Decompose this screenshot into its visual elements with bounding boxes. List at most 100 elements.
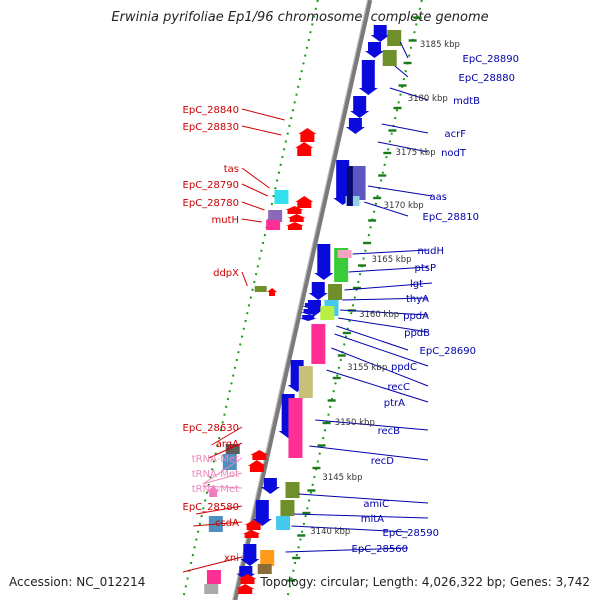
forward-gene-arrow	[285, 222, 304, 230]
trna-gene	[207, 486, 220, 497]
gene-cog-box	[268, 210, 283, 222]
label-leader-line	[298, 493, 429, 504]
backbone-highlight	[232, 0, 369, 600]
gene-cog-box	[204, 584, 219, 594]
reverse-gene-arrow	[300, 309, 319, 315]
scale-label: 3180 kbp	[408, 94, 448, 104]
forward-gene-arrow	[238, 574, 257, 584]
left-gene-label: EpC_28790	[183, 180, 239, 191]
label-leader-line	[241, 125, 282, 136]
forward-gene-arrow	[287, 214, 306, 222]
right-gene-label: ptsP	[414, 263, 436, 274]
reverse-gene-arrow	[299, 315, 318, 321]
reverse-gene-arrow	[314, 244, 334, 280]
right-gene-label: EpC_28890	[463, 54, 519, 65]
label-leader-line	[241, 167, 270, 189]
label-leader-line	[285, 547, 409, 553]
reverse-gene-arrow	[260, 478, 280, 494]
label-leader-line	[241, 218, 262, 223]
scale-label: 3155 kbp	[347, 363, 387, 373]
reverse-gene-arrow	[350, 96, 370, 118]
scale-label: 3170 kbp	[384, 201, 424, 211]
gene-cog-box	[328, 284, 343, 300]
right-gene-label: ppdC	[391, 362, 417, 373]
scale-label: 3150 kbp	[335, 418, 375, 428]
label-leader-line	[202, 472, 243, 485]
left-gene-label: tRNA-Met	[192, 469, 239, 480]
label-leader-line	[381, 123, 429, 134]
accession-text: Accession: NC_012214	[9, 575, 146, 589]
gene-cog-box	[337, 250, 352, 258]
forward-gene-arrow	[267, 288, 278, 296]
gene-cog-box	[351, 166, 366, 200]
label-leader-line	[339, 309, 429, 316]
left-gene-label: ddpX	[213, 268, 239, 279]
label-leader-line	[241, 201, 265, 211]
label-leader-line	[377, 141, 429, 153]
right-gene-label: ppdB	[404, 328, 430, 339]
right-gene-label: aas	[430, 192, 447, 203]
gene-cog-box	[222, 454, 237, 470]
gene-cog-box	[274, 190, 289, 204]
gene-cog-box	[288, 398, 303, 458]
scale-label: 3165 kbp	[371, 255, 411, 265]
right-gene-label: mltA	[361, 514, 384, 525]
label-leader-line	[241, 271, 248, 287]
scale-label: 3160 kbp	[359, 310, 399, 320]
right-gene-labels: EpC_28890 EpC_28880 mdtB acrF nodT aas EpC_288…	[352, 54, 519, 555]
right-gene-label: thyA	[406, 294, 429, 305]
label-leader-line	[202, 485, 243, 489]
left-gene-label: mutH	[211, 215, 239, 226]
dotted-line-inner	[285, 0, 423, 600]
gene-cog-box	[346, 166, 353, 206]
label-leader-line	[241, 183, 268, 197]
right-gene-label: EpC_28810	[423, 212, 479, 223]
right-gene-label: ptrA	[384, 398, 405, 409]
forward-gene-arrow	[295, 196, 314, 208]
right-gene-label: mdtB	[453, 96, 480, 107]
forward-gene-arrow	[236, 584, 255, 594]
label-leader-line	[315, 419, 429, 431]
label-leader-line	[338, 317, 429, 333]
right-gene-label: amiC	[363, 499, 389, 510]
forward-gene-arrow	[250, 450, 269, 460]
gene-cog-box	[206, 570, 221, 584]
label-leader-line	[182, 556, 243, 573]
label-leader-line	[348, 266, 429, 273]
left-gene-label: tas	[224, 164, 239, 175]
gene-cog-box	[285, 482, 300, 498]
left-gene-label: csdA	[215, 518, 239, 529]
label-leader-line	[336, 325, 409, 351]
label-leader-line	[331, 347, 429, 387]
label-leader-line	[389, 87, 429, 101]
right-gene-label: nudH	[417, 246, 444, 257]
label-leader-line	[202, 457, 243, 485]
label-leader-line	[309, 445, 429, 461]
gene-cog-box	[320, 306, 335, 320]
gene-cog-box	[311, 324, 326, 364]
scale-label: 3175 kbp	[396, 148, 436, 158]
left-gene-label: EpC_28630	[183, 423, 239, 434]
label-leader-line	[211, 426, 243, 446]
label-leader-line	[196, 505, 243, 515]
scale-label: 3145 kbp	[322, 473, 362, 483]
scale-ticks	[287, 16, 422, 582]
reverse-gene-arrow	[358, 60, 378, 95]
right-gene-label: recC	[387, 382, 410, 393]
right-gene-label: acrF	[445, 129, 467, 140]
label-leader-line	[364, 201, 409, 217]
right-gene-label: nodT	[441, 148, 467, 159]
gene-cog-box	[225, 444, 240, 454]
reverse-gene-arrow	[240, 544, 260, 566]
left-gene-label: tRNA-Met	[192, 484, 239, 495]
label-leader-line	[334, 333, 429, 367]
left-gene-label: tRNA-Met	[192, 454, 239, 465]
label-leader-line	[208, 442, 243, 459]
topology-text: Topology: circular; Length: 4,026,322 bp…	[260, 575, 590, 589]
label-leader-line	[241, 108, 285, 121]
left-gene-label: xni	[224, 553, 239, 564]
right-gene-label: lgt	[410, 279, 423, 290]
left-gene-label: EpC_28580	[183, 502, 239, 513]
